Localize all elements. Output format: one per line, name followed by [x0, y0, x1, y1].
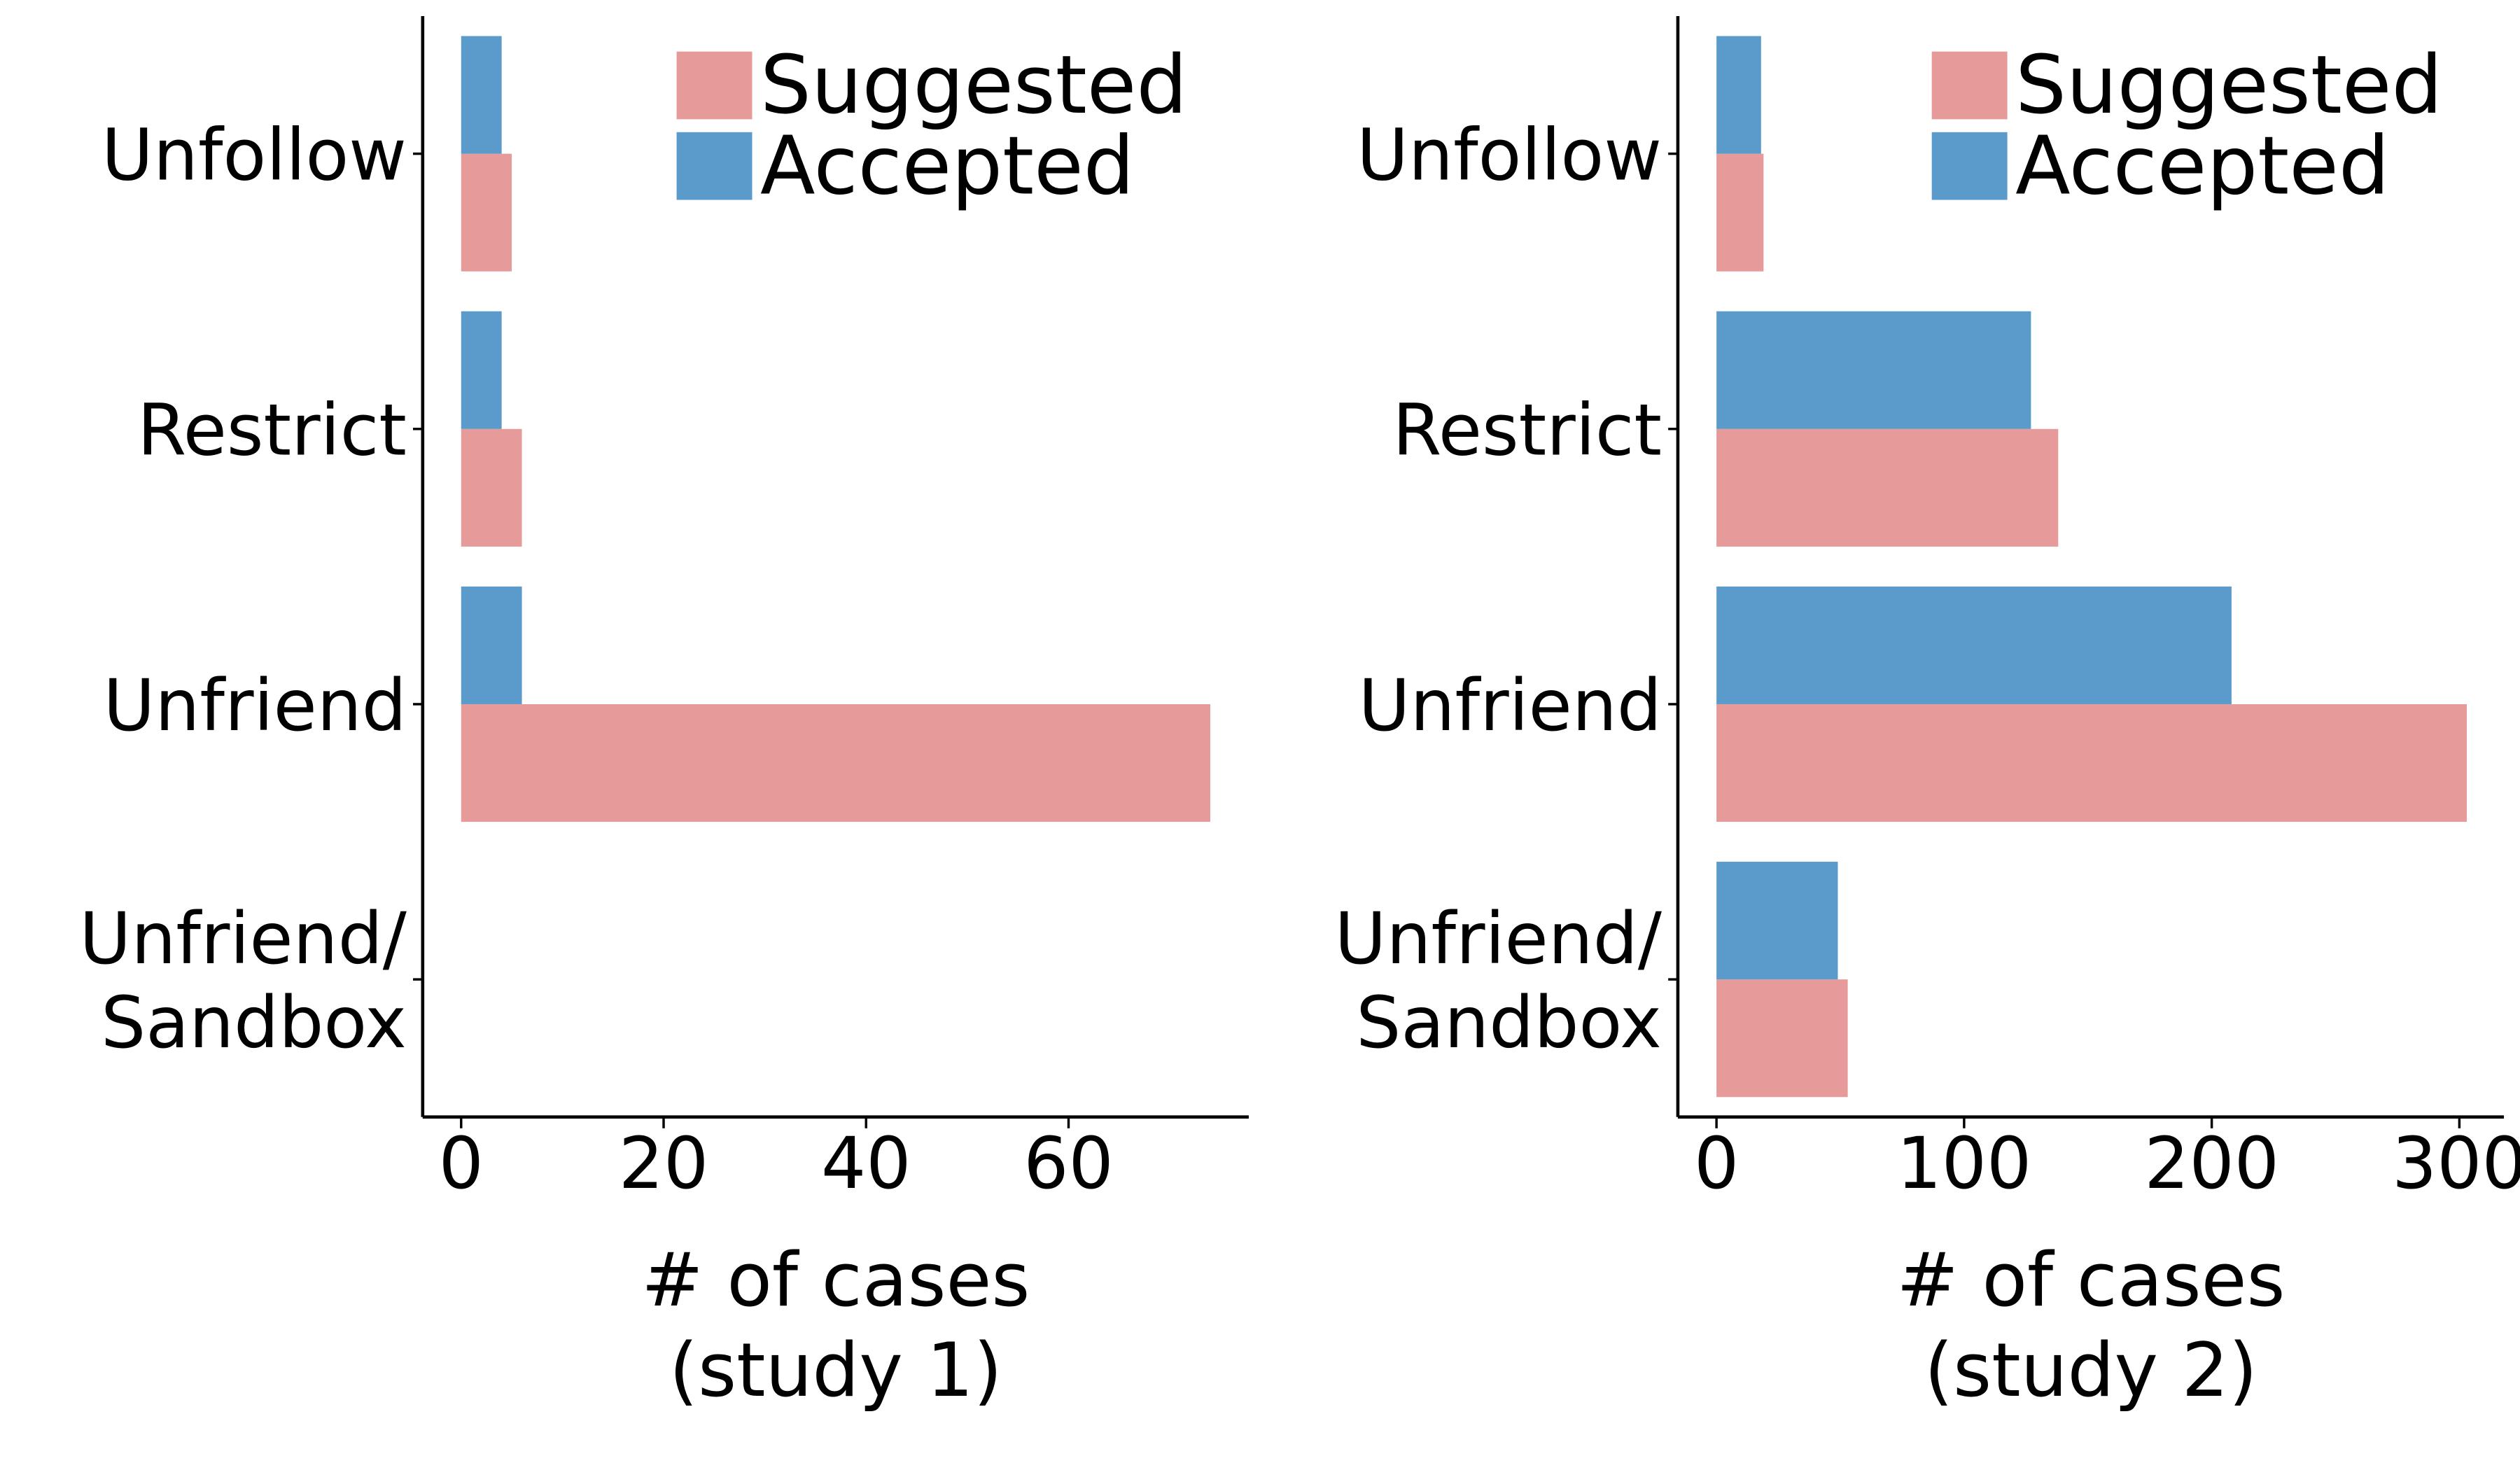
- legend-label: Suggested: [760, 38, 1187, 132]
- legend-swatch: [676, 132, 752, 200]
- bar: [1716, 979, 1848, 1098]
- bar: [461, 36, 502, 154]
- y-tick-label: Unfriend/Sandbox: [79, 897, 407, 1064]
- x-axis-title: # of cases (study 2): [1896, 1237, 2285, 1413]
- y-tick-label: Restrict: [137, 388, 407, 471]
- y-tick-label: Unfollow: [102, 113, 407, 196]
- x-tick-label: 0: [439, 1122, 484, 1205]
- bar: [461, 704, 1210, 822]
- y-tick-label: Restrict: [1392, 388, 1662, 471]
- legend-swatch: [1931, 51, 2008, 120]
- x-tick-label: 200: [2144, 1122, 2279, 1205]
- x-tick-label: 60: [1023, 1122, 1114, 1205]
- y-tick-label: Unfollow: [1357, 113, 1662, 196]
- x-tick-label: 20: [619, 1122, 709, 1205]
- bar: [461, 153, 512, 272]
- legend-label: Suggested: [2015, 38, 2442, 132]
- y-tick-label: Unfriend: [1359, 664, 1662, 747]
- bar: [1716, 586, 2232, 704]
- legend-label: Accepted: [2015, 119, 2390, 213]
- bar: [461, 311, 502, 429]
- x-tick-label: 300: [2392, 1122, 2520, 1205]
- y-tick-label: Unfriend/Sandbox: [1335, 897, 1662, 1064]
- x-axis-title: # of cases (study 1): [641, 1237, 1030, 1413]
- legend-swatch: [1931, 132, 2008, 200]
- x-tick-label: 100: [1896, 1122, 2031, 1205]
- legend-label: Accepted: [760, 119, 1135, 213]
- bar: [1716, 311, 2031, 429]
- y-tick-label: Unfriend: [103, 664, 406, 747]
- bar: [1716, 862, 1838, 980]
- bar: [461, 428, 522, 547]
- bar: [1716, 153, 1764, 272]
- bar: [1716, 704, 2467, 822]
- legend-swatch: [676, 51, 752, 120]
- bar: [1716, 428, 2059, 547]
- x-tick-label: 40: [821, 1122, 911, 1205]
- bar: [1716, 36, 1761, 154]
- x-tick-label: 0: [1694, 1122, 1739, 1205]
- bar: [461, 586, 522, 704]
